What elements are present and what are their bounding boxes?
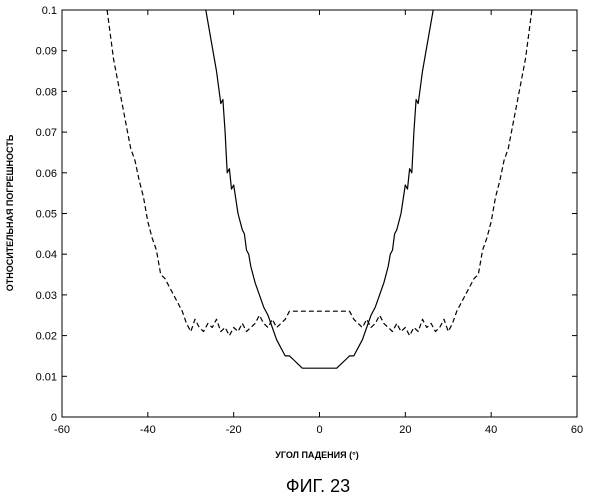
x-tick-label: -60 [54,424,70,436]
x-tick-label: -40 [140,424,156,436]
y-tick-label: 0.01 [36,371,57,383]
x-axis-label: УГОЛ ПАДЕНИЯ (°) [275,450,358,460]
figure-caption: ФИГ. 23 [286,476,350,496]
x-tick-label: 40 [485,424,497,436]
y-tick-label: 0.05 [36,209,57,221]
y-tick-label: 0.1 [42,5,57,17]
y-tick-label: 0.03 [36,290,57,302]
x-tick-label: 20 [399,424,411,436]
x-tick-label: -20 [226,424,242,436]
y-tick-label: 0.02 [36,331,57,343]
y-tick-label: 0.06 [36,168,57,180]
ticks-layer: -60 -40 -20 0 20 40 60 0 0.01 0.02 0.03 0.04 0.05 0.0… [36,5,584,436]
y-axis-label: ОТНОСИТЕЛЬНАЯ ПОГРЕШНОСТЬ [5,134,15,291]
solid-series-line [206,10,433,368]
x-tick-label: 0 [316,424,322,436]
dashed-series-line [107,10,532,336]
y-tick-label: 0.08 [36,86,57,98]
y-tick-label: 0.07 [36,127,57,139]
y-tick-label: 0 [51,412,57,424]
y-tick-label: 0.09 [36,46,57,58]
series-layer [107,10,532,368]
y-tick-label: 0.04 [36,249,57,261]
plot-area-frame [62,10,577,417]
x-tick-label: 60 [571,424,583,436]
